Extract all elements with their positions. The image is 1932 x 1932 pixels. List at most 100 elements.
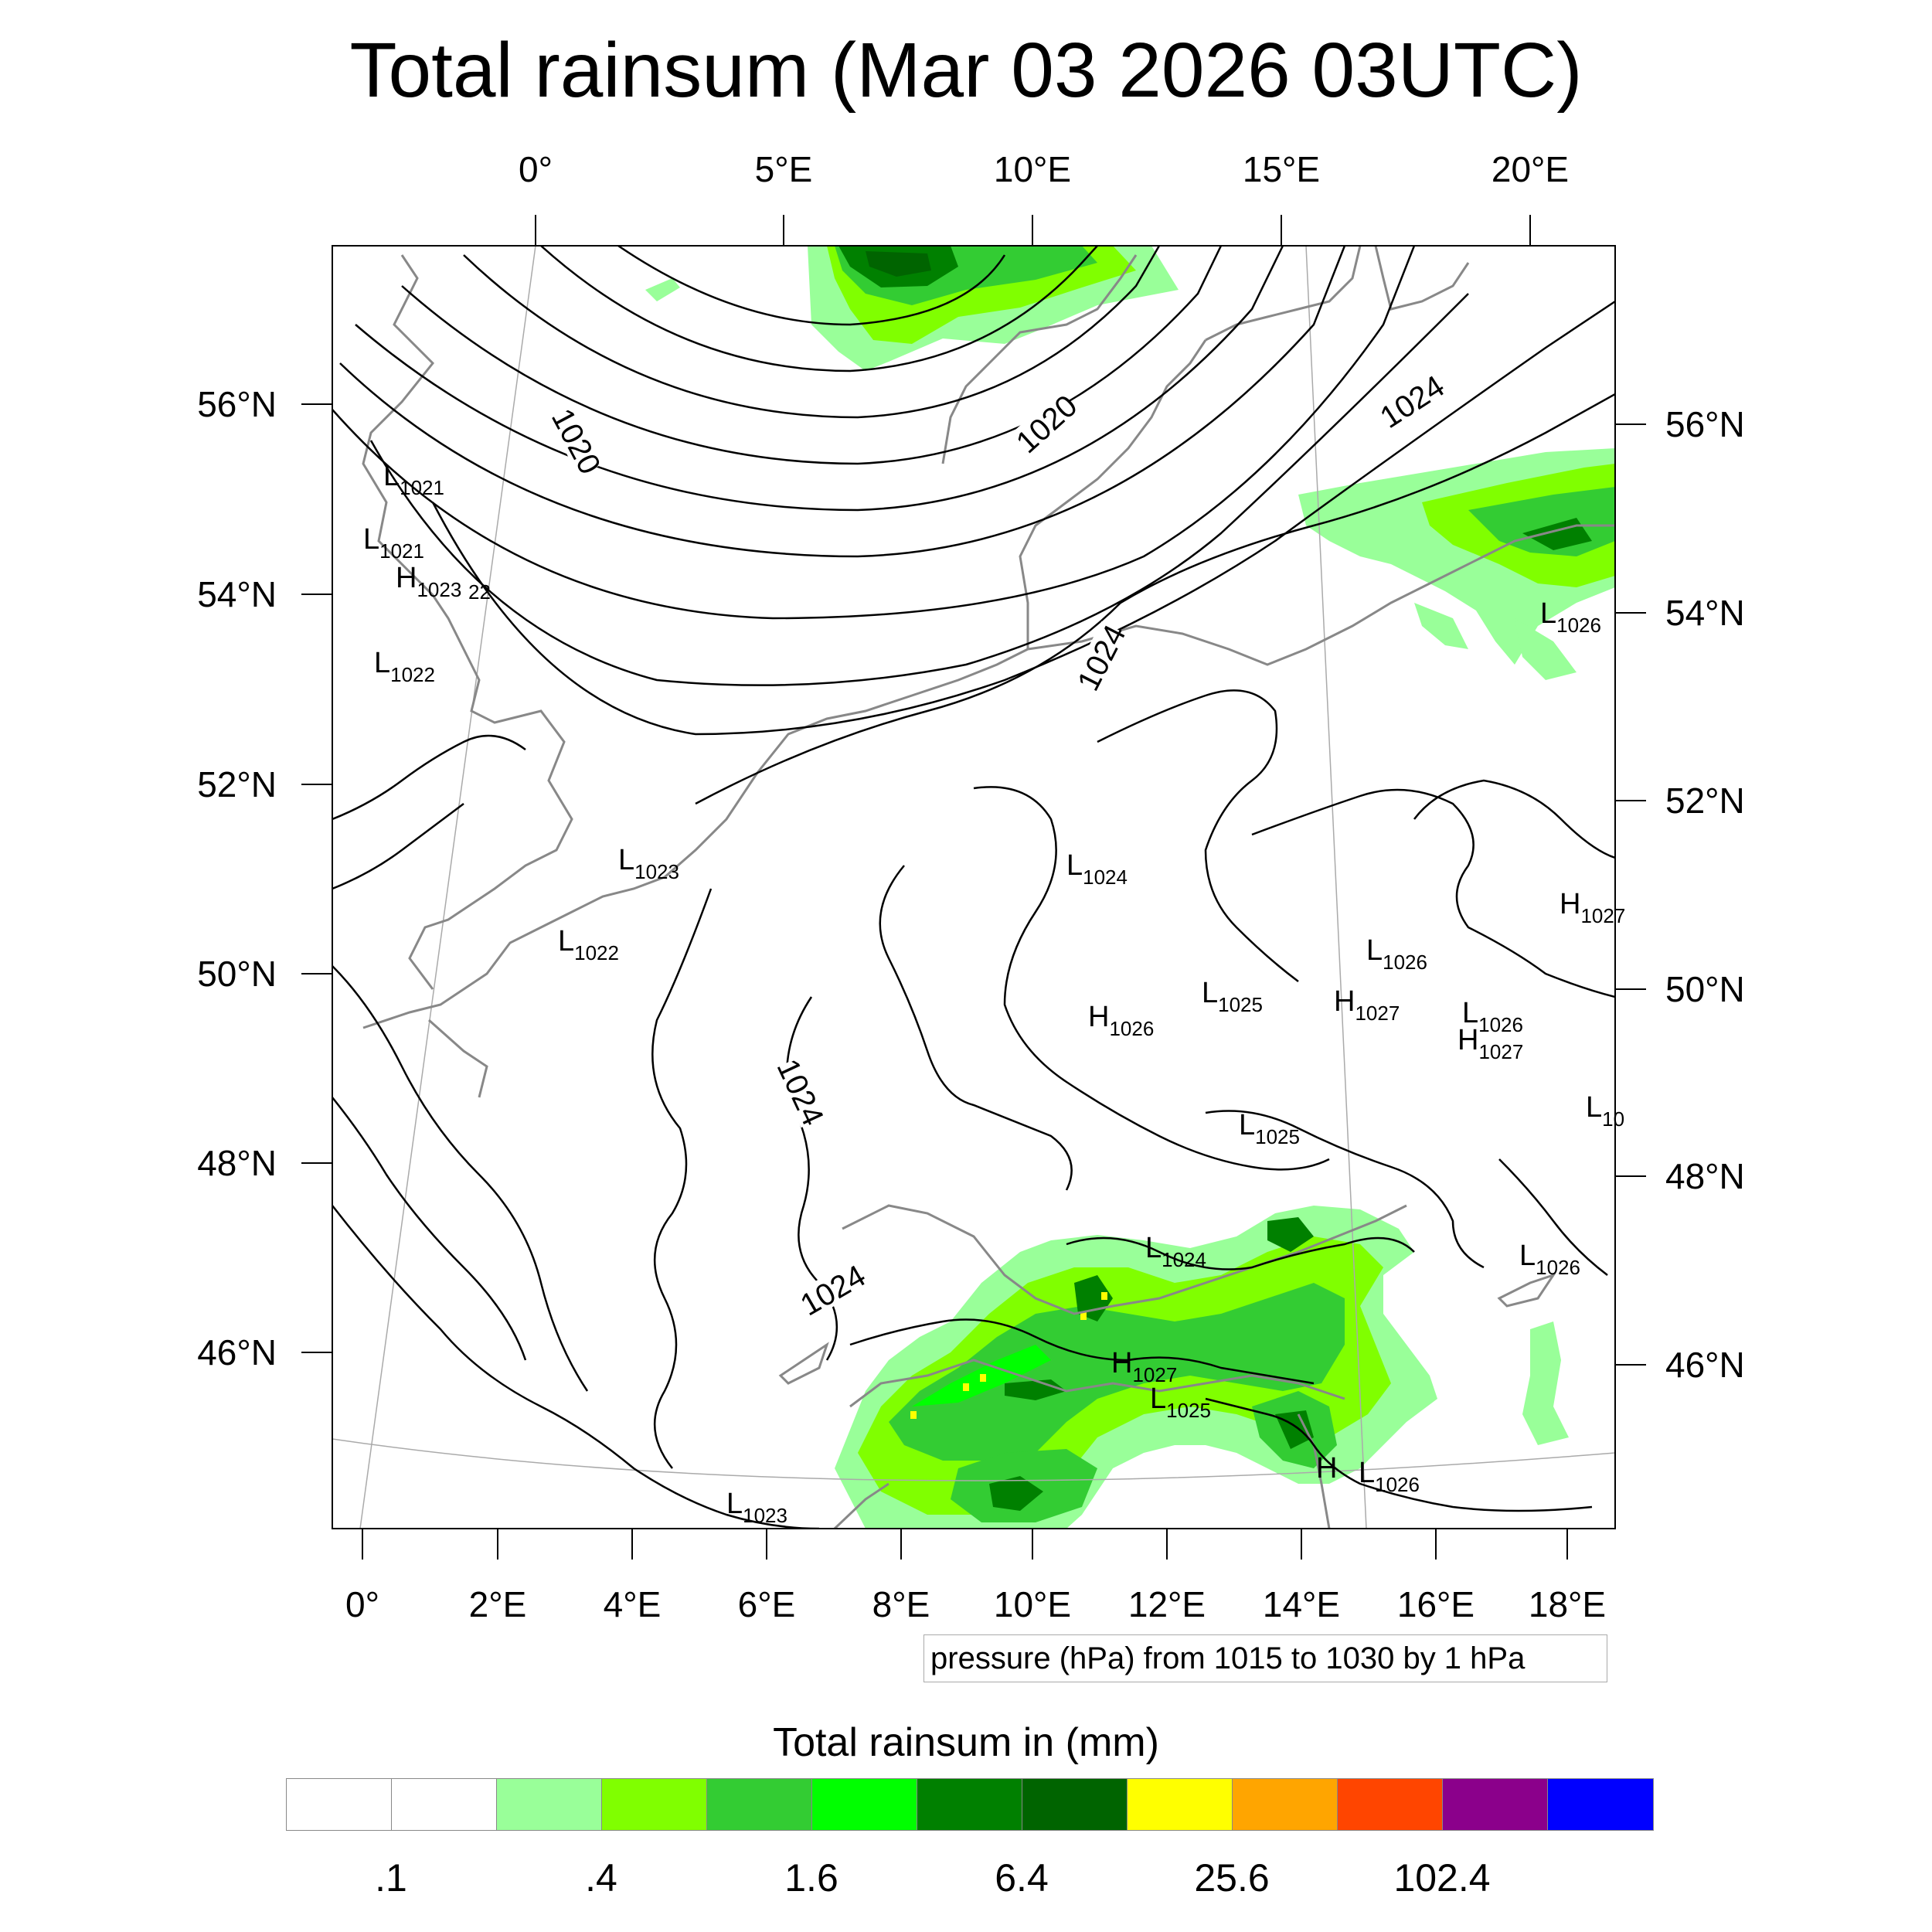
rain-shading bbox=[645, 246, 1615, 1529]
pressure-center-label: H1026 bbox=[1088, 1001, 1154, 1040]
colorbar-tick-label: 1.6 bbox=[784, 1856, 838, 1900]
pressure-center-label: L1022 bbox=[374, 647, 435, 686]
coast-denmark-west bbox=[941, 254, 1138, 464]
colorbar-segment bbox=[1548, 1779, 1653, 1830]
colorbar-segment bbox=[497, 1779, 602, 1830]
pressure-center-label: H1027 bbox=[1111, 1347, 1177, 1386]
colorbar-segment bbox=[1338, 1779, 1443, 1830]
isobar-value-label: 1024 bbox=[1071, 620, 1133, 696]
rain-hotspot-2 bbox=[963, 1383, 969, 1391]
colorbar-segment bbox=[287, 1779, 392, 1830]
top-lon-labels: 0° 5°E 10°E 15°E 20°E bbox=[519, 149, 1569, 189]
colorbar-segment bbox=[812, 1779, 917, 1830]
isobar-1026-se bbox=[1498, 1158, 1608, 1276]
pressure-center-label: L10 bbox=[1586, 1091, 1624, 1131]
pressure-center-label: L1025 bbox=[1239, 1109, 1300, 1148]
meridian-15e bbox=[1305, 246, 1367, 1529]
bottom-lon-label: 12°E bbox=[1128, 1584, 1206, 1624]
isobar-1026 bbox=[1251, 788, 1615, 998]
pressure-center-label: L1025 bbox=[1150, 1383, 1211, 1422]
pressure-center-label: L1022 bbox=[558, 925, 619, 964]
right-lat-label: 48°N bbox=[1665, 1156, 1745, 1196]
right-lat-label: 46°N bbox=[1665, 1345, 1745, 1385]
colorbar-tick-label: .4 bbox=[585, 1856, 617, 1900]
isobar-1025 bbox=[973, 786, 1330, 1171]
right-lat-labels: 56°N 54°N 52°N 50°N 48°N 46°N bbox=[1665, 404, 1745, 1385]
isobar-1026-east bbox=[1413, 779, 1615, 859]
colorbar-tick-label: 102.4 bbox=[1393, 1856, 1491, 1900]
colorbar-tick-label: .1 bbox=[375, 1856, 407, 1900]
isobar-value-label: 1024 bbox=[770, 1054, 830, 1131]
isobar-1022-west bbox=[332, 965, 589, 1392]
isobar-1025-south bbox=[1205, 1110, 1485, 1269]
lake-geneva bbox=[778, 1342, 829, 1385]
pressure-center-label: H bbox=[1316, 1452, 1337, 1485]
isobar-1025-alps bbox=[849, 1318, 1315, 1385]
pressure-center-label: L1024 bbox=[1066, 849, 1128, 889]
colorbar-tick-label: 6.4 bbox=[995, 1856, 1049, 1900]
bottom-lon-label: 14°E bbox=[1263, 1584, 1340, 1624]
left-lat-label: 56°N bbox=[197, 384, 277, 424]
map-frame bbox=[332, 245, 1616, 1529]
colorbar-tick-label: 25.6 bbox=[1194, 1856, 1270, 1900]
isobar-1023-south bbox=[332, 1205, 820, 1529]
isobar-1017 bbox=[463, 246, 1161, 419]
isobar-1015 bbox=[617, 246, 1006, 326]
rain-area-hungary bbox=[1522, 1321, 1569, 1445]
isobar-1024-mid bbox=[879, 865, 1073, 1191]
bottom-lon-label: 2°E bbox=[469, 1584, 527, 1624]
bottom-lon-label: 18°E bbox=[1529, 1584, 1606, 1624]
colorbar-segment bbox=[1022, 1779, 1128, 1830]
isobar-1023-sw bbox=[332, 1097, 527, 1361]
isobar-1021 bbox=[332, 246, 1416, 620]
lake-balaton bbox=[1497, 1273, 1556, 1308]
isobar-1022-west2 bbox=[332, 803, 464, 890]
top-lon-label: 0° bbox=[519, 149, 553, 189]
pressure-center-label: L1026 bbox=[1366, 934, 1427, 974]
colorbar-segment bbox=[1443, 1779, 1548, 1830]
left-lat-label: 50°N bbox=[197, 954, 277, 994]
isobar-1021-west bbox=[332, 734, 526, 821]
isobar-1018 bbox=[401, 246, 1223, 465]
isobar-value-label: 1020 bbox=[545, 403, 607, 480]
coast-france-north bbox=[428, 1019, 488, 1098]
pressure-center-label: H1027 bbox=[1458, 1024, 1523, 1063]
pressure-center-label: L1021 bbox=[363, 523, 424, 563]
pressure-center-label: L1026 bbox=[1519, 1240, 1580, 1279]
pressure-center-label: L1025 bbox=[1202, 977, 1263, 1016]
pressure-center-label: L1024 bbox=[1145, 1232, 1206, 1271]
coast-sweden bbox=[1205, 246, 1362, 342]
colorbar-title: Total rainsum in (mm) bbox=[773, 1720, 1159, 1765]
coastline bbox=[362, 246, 1615, 1529]
isobar-1026-alps bbox=[1205, 1397, 1593, 1512]
colorbar-segment bbox=[707, 1779, 812, 1830]
parallel-45n bbox=[332, 1438, 1615, 1481]
isobar-1016 bbox=[540, 246, 1098, 372]
rain-area-north-max bbox=[866, 251, 931, 277]
pressure-center-label: L1026 bbox=[1462, 997, 1523, 1036]
border-central bbox=[842, 1204, 1407, 1315]
map-title: Total rainsum (Mar 03 2026 03UTC) bbox=[349, 27, 1583, 114]
border-south bbox=[849, 1359, 1345, 1408]
left-lat-label: 48°N bbox=[197, 1143, 277, 1183]
isobar-1020 bbox=[339, 246, 1346, 558]
bottom-lon-label: 0° bbox=[345, 1584, 379, 1624]
meridian-0 bbox=[359, 246, 536, 1529]
coast-ligurian bbox=[833, 1482, 889, 1529]
isobar-1024-west bbox=[651, 888, 713, 1469]
pressure-center-label: L1021 bbox=[383, 460, 444, 499]
top-lon-label: 20°E bbox=[1492, 149, 1569, 189]
coast-uk-east bbox=[362, 254, 573, 990]
right-lat-label: 50°N bbox=[1665, 969, 1745, 1009]
isobar-value-label: 1024 bbox=[1374, 369, 1451, 435]
pressure-center-label: 22 bbox=[468, 580, 491, 604]
pressure-center-label: L1026 bbox=[1540, 597, 1601, 637]
coast-denmark-east bbox=[1019, 339, 1207, 649]
pressure-center-label: L1023 bbox=[618, 844, 679, 883]
top-lon-label: 5°E bbox=[755, 149, 813, 189]
coast-uk-south bbox=[362, 876, 665, 1029]
isobar-1025-east bbox=[1097, 689, 1299, 982]
rain-hotspot-3 bbox=[980, 1374, 986, 1382]
rain-area-east-streak bbox=[1414, 603, 1468, 649]
